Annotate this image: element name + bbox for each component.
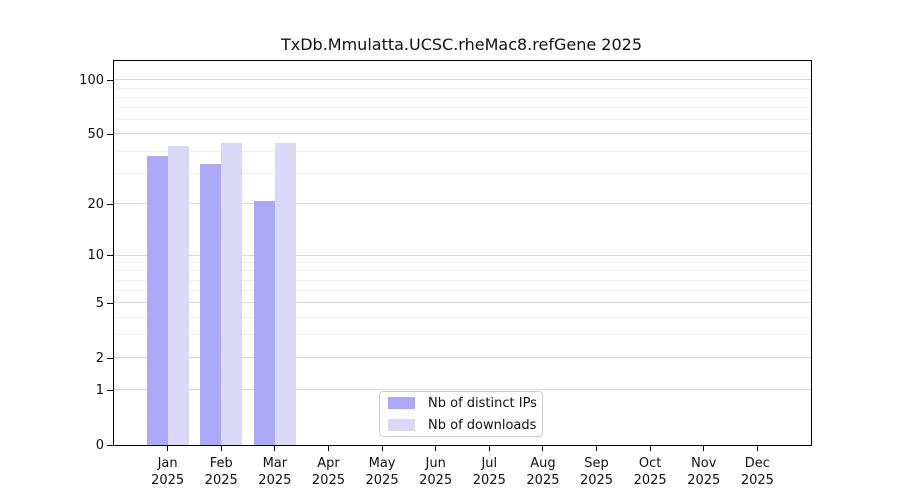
x-tick-month-oct: Oct	[638, 456, 662, 471]
gridline-minor-40	[114, 150, 811, 152]
y-tick-10	[107, 255, 113, 257]
x-tick-year-mar: 2025	[258, 473, 292, 488]
legend-item-distinct-ips: Nb of distinct IPs	[388, 394, 542, 412]
gridline-major-50	[114, 133, 811, 135]
x-tick-year-jan: 2025	[151, 473, 185, 488]
x-tick-jul	[488, 446, 490, 451]
chart-title: TxDb.Mmulatta.UCSC.rheMac8.refGene 2025	[280, 35, 642, 54]
x-tick-oct	[649, 446, 651, 451]
gridline-major-100	[114, 79, 811, 81]
gridline-minor-80	[114, 96, 811, 98]
x-tick-label-nov: Nov 2025	[672, 455, 736, 489]
x-tick-label-apr: Apr 2025	[296, 455, 360, 489]
x-tick-aug	[542, 446, 544, 451]
gridline-minor-7	[114, 279, 811, 281]
x-tick-year-oct: 2025	[633, 473, 667, 488]
y-tick-label-5: 5	[95, 295, 104, 311]
x-tick-year-jun: 2025	[419, 473, 453, 488]
x-tick-apr	[327, 446, 329, 451]
bar-feb-distinct-ips	[200, 164, 222, 445]
x-tick-month-jul: Jul	[481, 456, 498, 471]
x-tick-month-dec: Dec	[744, 456, 770, 471]
gridline-minor-9	[114, 262, 811, 264]
bar-mar-downloads	[274, 142, 296, 445]
x-tick-year-apr: 2025	[311, 473, 345, 488]
y-tick-2	[107, 357, 113, 359]
x-tick-jan	[167, 446, 169, 451]
gridline-major-20	[114, 203, 811, 205]
y-tick-1	[107, 389, 113, 391]
legend-swatch-downloads	[388, 419, 415, 431]
x-tick-label-jul: Jul 2025	[457, 455, 521, 489]
x-tick-year-sep: 2025	[579, 473, 614, 488]
x-tick-nov	[703, 446, 705, 451]
x-tick-feb	[220, 446, 222, 451]
y-tick-20	[107, 203, 113, 205]
x-tick-label-may: May 2025	[350, 455, 414, 489]
x-tick-label-jun: Jun 2025	[404, 455, 468, 489]
x-tick-year-dec: 2025	[740, 473, 774, 488]
gridline-minor-4	[114, 316, 811, 318]
x-tick-jun	[435, 446, 437, 451]
x-tick-year-jul: 2025	[472, 473, 506, 488]
y-tick-label-10: 10	[87, 248, 104, 264]
y-tick-label-100: 100	[79, 72, 104, 88]
legend-swatch-distinct-ips	[388, 397, 415, 409]
x-tick-month-mar: Mar	[262, 456, 288, 471]
legend: Nb of distinct IPs Nb of downloads	[379, 391, 543, 437]
legend-label-distinct-ips: Nb of distinct IPs	[428, 395, 537, 411]
y-tick-label-50: 50	[87, 126, 104, 142]
x-tick-label-dec: Dec 2025	[725, 455, 789, 489]
y-tick-100	[107, 79, 113, 81]
y-tick-label-20: 20	[87, 196, 104, 212]
gridline-minor-60	[114, 119, 811, 121]
x-tick-may	[381, 446, 383, 451]
y-tick-label-1: 1	[95, 382, 104, 398]
gridline-minor-8	[114, 270, 811, 272]
x-tick-month-nov: Nov	[691, 456, 717, 471]
x-tick-dec	[756, 446, 758, 451]
legend-label-downloads: Nb of downloads	[428, 417, 537, 433]
gridline-minor-3	[114, 334, 811, 336]
x-tick-label-sep: Sep 2025	[565, 455, 629, 489]
x-tick-year-nov: 2025	[687, 473, 721, 488]
x-tick-year-feb: 2025	[204, 473, 238, 488]
x-tick-sep	[596, 446, 598, 451]
x-tick-month-sep: Sep	[584, 456, 609, 471]
y-tick-label-0: 0	[95, 437, 104, 453]
bar-jan-distinct-ips	[146, 155, 168, 445]
x-tick-month-apr: Apr	[317, 456, 340, 471]
x-tick-label-oct: Oct 2025	[618, 455, 682, 489]
gridline-major-2	[114, 357, 811, 359]
bar-mar-distinct-ips	[253, 200, 275, 445]
gridline-minor-70	[114, 107, 811, 109]
y-tick-5	[107, 302, 113, 304]
x-tick-label-jan: Jan 2025	[136, 455, 200, 489]
gridline-major-10	[114, 254, 811, 256]
x-tick-mar	[274, 446, 276, 451]
x-tick-month-feb: Feb	[209, 456, 233, 471]
x-tick-month-aug: Aug	[530, 456, 556, 471]
gridline-minor-30	[114, 172, 811, 174]
legend-item-downloads: Nb of downloads	[388, 416, 542, 434]
y-tick-0	[107, 444, 113, 446]
x-tick-year-aug: 2025	[526, 473, 560, 488]
gridline-major-1	[114, 389, 811, 391]
gridline-minor-90	[114, 87, 811, 89]
x-tick-label-aug: Aug 2025	[511, 455, 575, 489]
y-tick-50	[107, 133, 113, 135]
gridline-major-5	[114, 302, 811, 304]
y-tick-label-2: 2	[95, 350, 104, 366]
bar-jan-downloads	[167, 146, 189, 445]
x-tick-year-may: 2025	[365, 473, 399, 488]
x-tick-month-may: May	[368, 456, 396, 471]
x-tick-month-jan: Jan	[157, 456, 178, 471]
x-tick-label-feb: Feb 2025	[189, 455, 253, 489]
x-tick-month-jun: Jun	[425, 456, 446, 471]
plot-area: 0 1 2 5 10 20 50 100 Jan 2025 Feb 2025 Mar 2025 Apr 202…	[79, 60, 812, 488]
bar-feb-downloads	[221, 142, 243, 445]
x-tick-label-mar: Mar 2025	[243, 455, 307, 489]
gridline-minor-6	[114, 290, 811, 292]
